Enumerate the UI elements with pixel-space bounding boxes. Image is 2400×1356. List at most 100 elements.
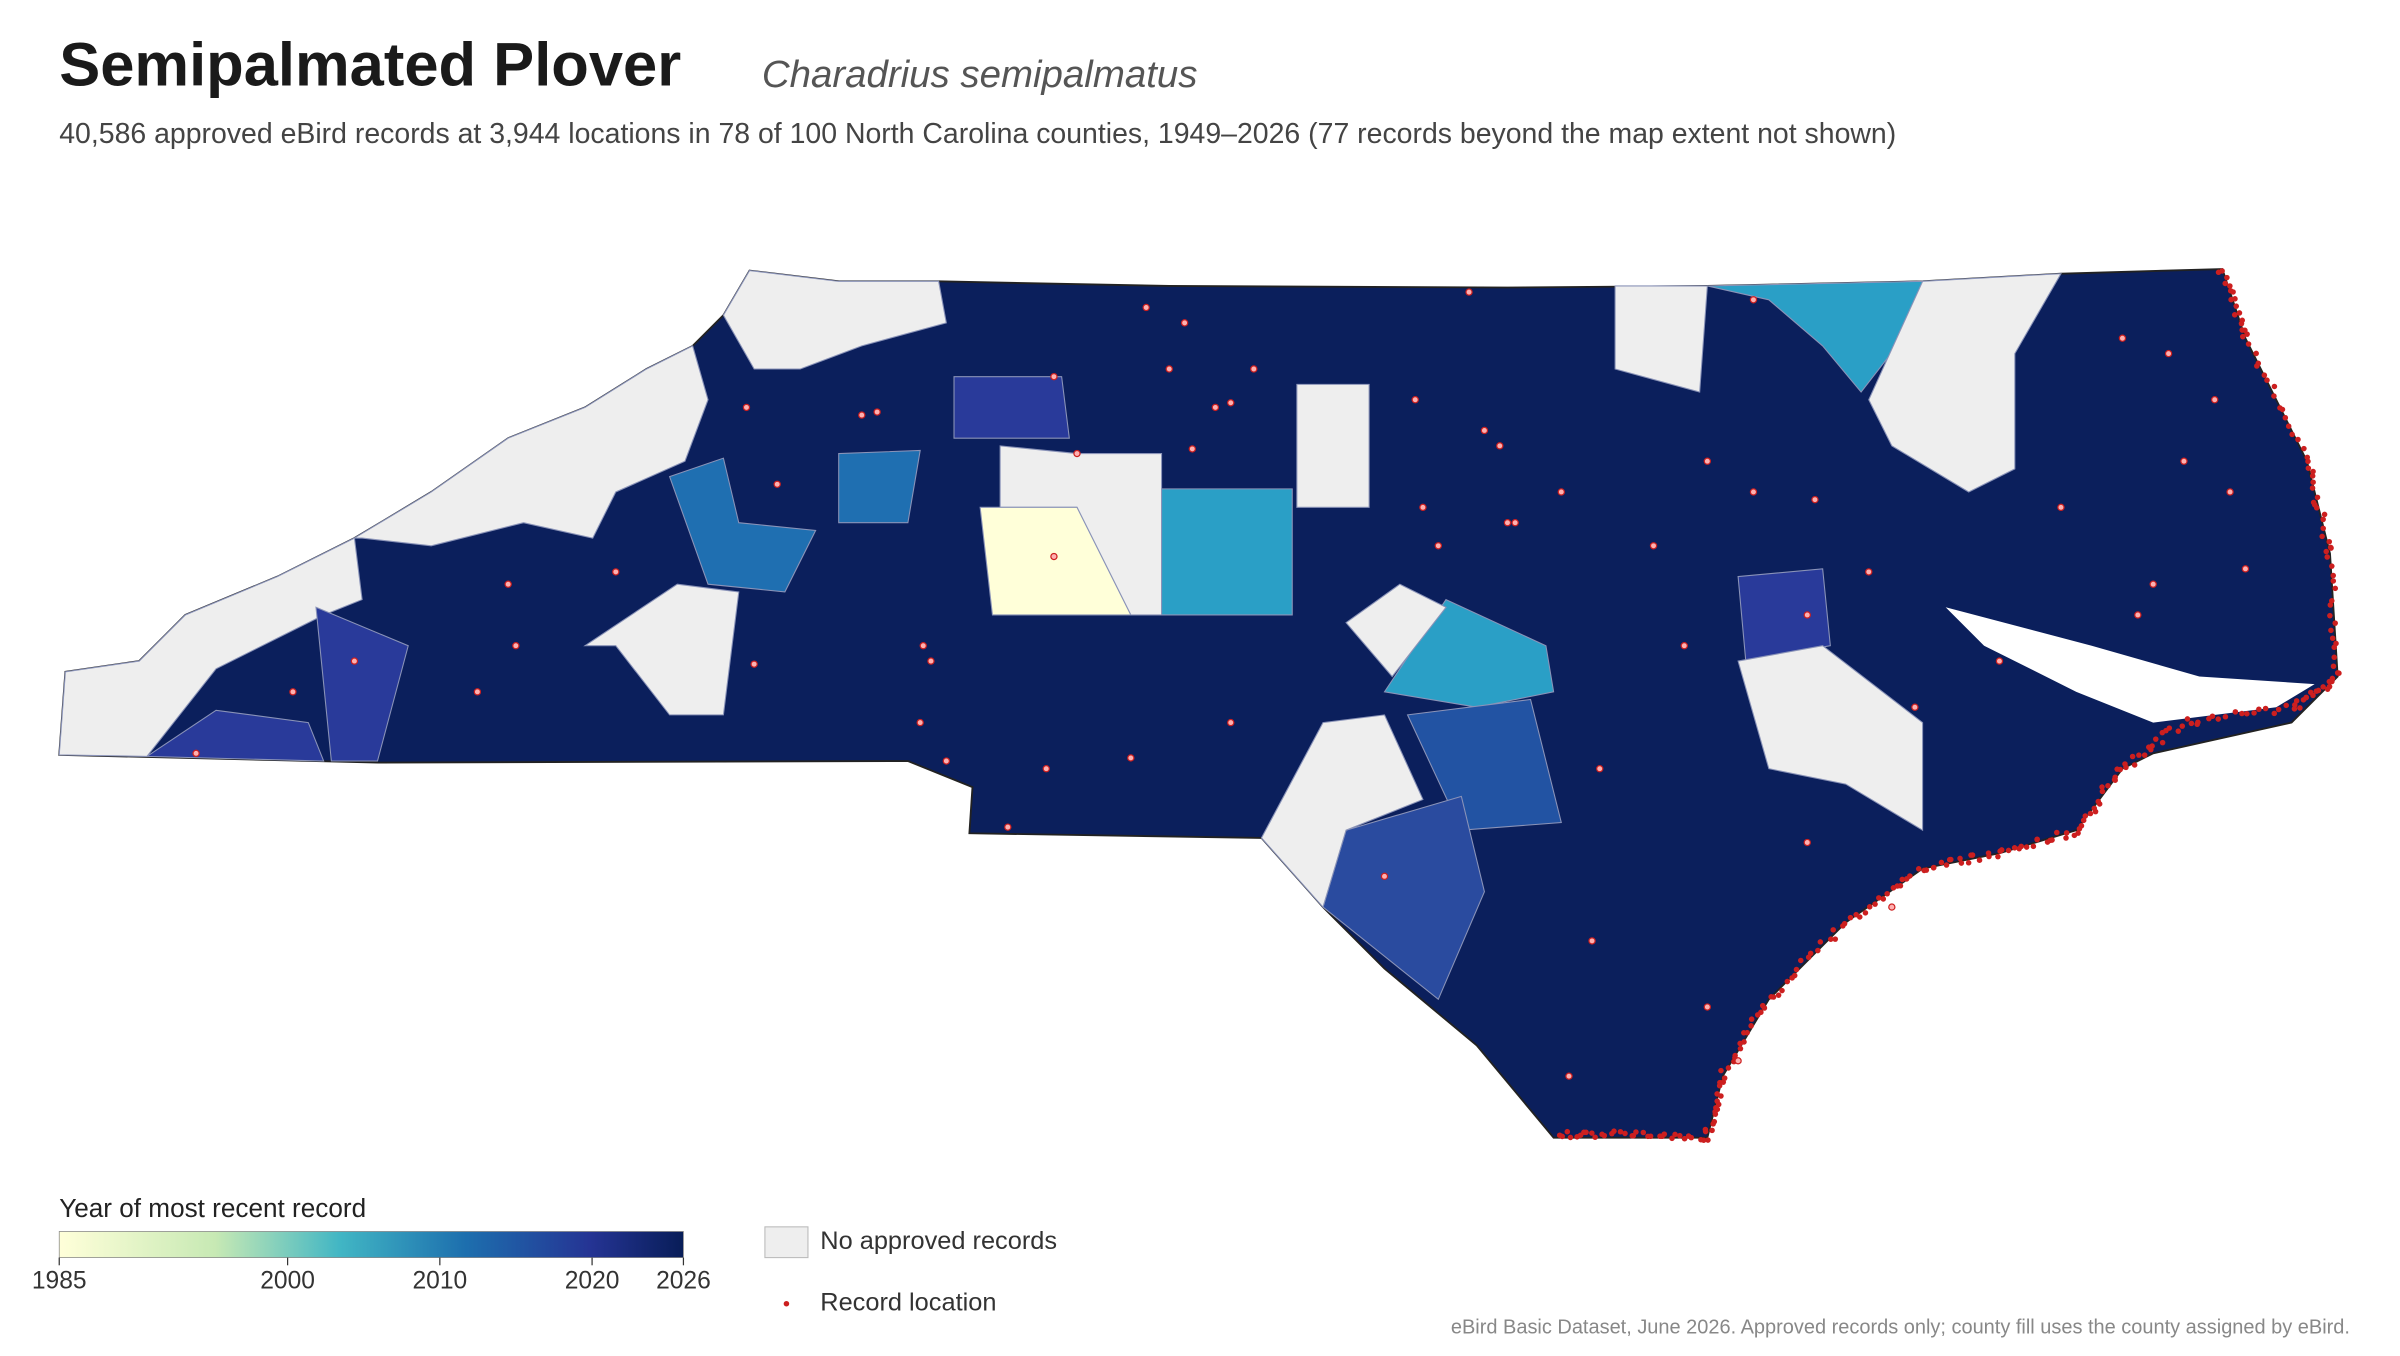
record-dot xyxy=(2332,585,2339,592)
record-dot xyxy=(1915,866,1922,872)
record-dot xyxy=(1589,1130,1595,1136)
legend-label: Record location xyxy=(820,1288,996,1316)
record-dot xyxy=(2118,334,2127,342)
record-dot xyxy=(2226,488,2234,496)
record-dot xyxy=(1732,1052,1738,1059)
record-dot xyxy=(2329,635,2336,642)
record-dot xyxy=(2271,710,2278,717)
record-dot xyxy=(1775,992,1782,998)
county xyxy=(1161,488,1293,616)
record-dot xyxy=(2310,468,2316,475)
record-dot xyxy=(2227,283,2233,289)
colorbar-tick-label: 2010 xyxy=(412,1268,467,1295)
record-dot xyxy=(504,580,512,588)
record-dot xyxy=(1853,911,1859,918)
record-dot xyxy=(2099,788,2106,795)
record-dot xyxy=(2211,396,2219,404)
colorbar-tick-label: 2026 xyxy=(656,1268,711,1295)
record-dot xyxy=(2309,473,2316,479)
record-dot xyxy=(2206,715,2212,722)
record-dot xyxy=(2285,423,2292,429)
record-dot xyxy=(1789,975,1795,981)
record-dot xyxy=(2149,580,2157,588)
record-dot xyxy=(1884,890,1890,897)
record-dot xyxy=(927,657,935,665)
record-dot xyxy=(858,411,866,419)
record-dot xyxy=(1888,903,1896,911)
record-dot xyxy=(2330,663,2337,670)
record-dot xyxy=(1899,876,1905,883)
record-dot xyxy=(2184,716,2191,722)
record-dot xyxy=(1073,449,1081,458)
record-dot xyxy=(2215,716,2222,722)
record-dot xyxy=(1712,1111,1719,1117)
record-dot xyxy=(1754,1012,1761,1018)
record-dot xyxy=(2289,431,2295,438)
record-dot xyxy=(350,657,359,665)
record-dot xyxy=(2327,602,2334,608)
record-dot xyxy=(1911,703,1919,711)
record-dot xyxy=(1050,552,1058,561)
record-dot xyxy=(1958,860,1965,866)
record-dot xyxy=(2326,538,2333,545)
record-dot xyxy=(2292,702,2298,708)
record-dot xyxy=(2313,505,2320,511)
record-dot xyxy=(2283,702,2289,709)
record-dot xyxy=(2330,578,2337,584)
record-dot xyxy=(2194,721,2200,728)
record-dot xyxy=(1617,1128,1624,1135)
record-dot xyxy=(2219,268,2225,274)
record-dot xyxy=(2245,341,2252,347)
record-dot xyxy=(2076,825,2083,832)
colorbar-tick-label: 2020 xyxy=(565,1268,620,1295)
record-dot xyxy=(1574,1134,1580,1140)
record-dot xyxy=(1180,319,1189,327)
county-yellow xyxy=(979,506,1132,616)
record-dot xyxy=(1677,1132,1683,1139)
record-dot xyxy=(1995,853,2001,860)
record-dot xyxy=(2175,728,2182,734)
record-dot xyxy=(1741,1039,1747,1045)
record-dot xyxy=(2319,533,2325,540)
record-dot xyxy=(1938,859,1945,866)
record-dot xyxy=(1997,848,2003,854)
record-dot xyxy=(2314,494,2321,501)
legend: Year of most recent record No approved r… xyxy=(32,1193,1057,1317)
record-dot xyxy=(2233,303,2240,309)
record-dot xyxy=(2328,545,2334,551)
record-dot xyxy=(750,660,758,668)
record-dot xyxy=(2301,445,2307,452)
record-dot xyxy=(1876,895,1882,901)
record-dot xyxy=(2305,458,2311,465)
record-dot xyxy=(1380,872,1389,881)
record-dot xyxy=(1741,1030,1747,1036)
record-dot xyxy=(1250,365,1258,373)
record-dot xyxy=(1803,838,1811,847)
record-dot xyxy=(1596,765,1604,773)
record-dot xyxy=(2329,598,2335,604)
record-dot xyxy=(1718,1067,1724,1074)
record-dot xyxy=(1720,1079,1727,1085)
record-dot xyxy=(2057,503,2065,512)
county xyxy=(953,376,1070,439)
record-dot xyxy=(1734,1057,1742,1065)
record-dot xyxy=(1817,939,1824,945)
record-dot xyxy=(1866,904,1873,910)
record-dot xyxy=(1592,1134,1598,1140)
record-dot xyxy=(2230,289,2236,295)
record-dot xyxy=(2334,670,2341,676)
record-dot xyxy=(2054,829,2060,836)
record-dot xyxy=(2188,720,2195,727)
colorbar-title: Year of most recent record xyxy=(59,1193,366,1223)
record-dot xyxy=(1718,1093,1724,1099)
record-dot xyxy=(1480,426,1489,435)
record-dot xyxy=(1609,1130,1615,1137)
record-dot xyxy=(2122,761,2128,767)
record-dot xyxy=(2320,525,2326,532)
record-dot xyxy=(1880,896,1887,902)
record-dot xyxy=(2264,377,2270,383)
record-dot xyxy=(192,749,200,758)
record-dot xyxy=(1768,994,1774,1000)
record-dot xyxy=(612,568,620,576)
